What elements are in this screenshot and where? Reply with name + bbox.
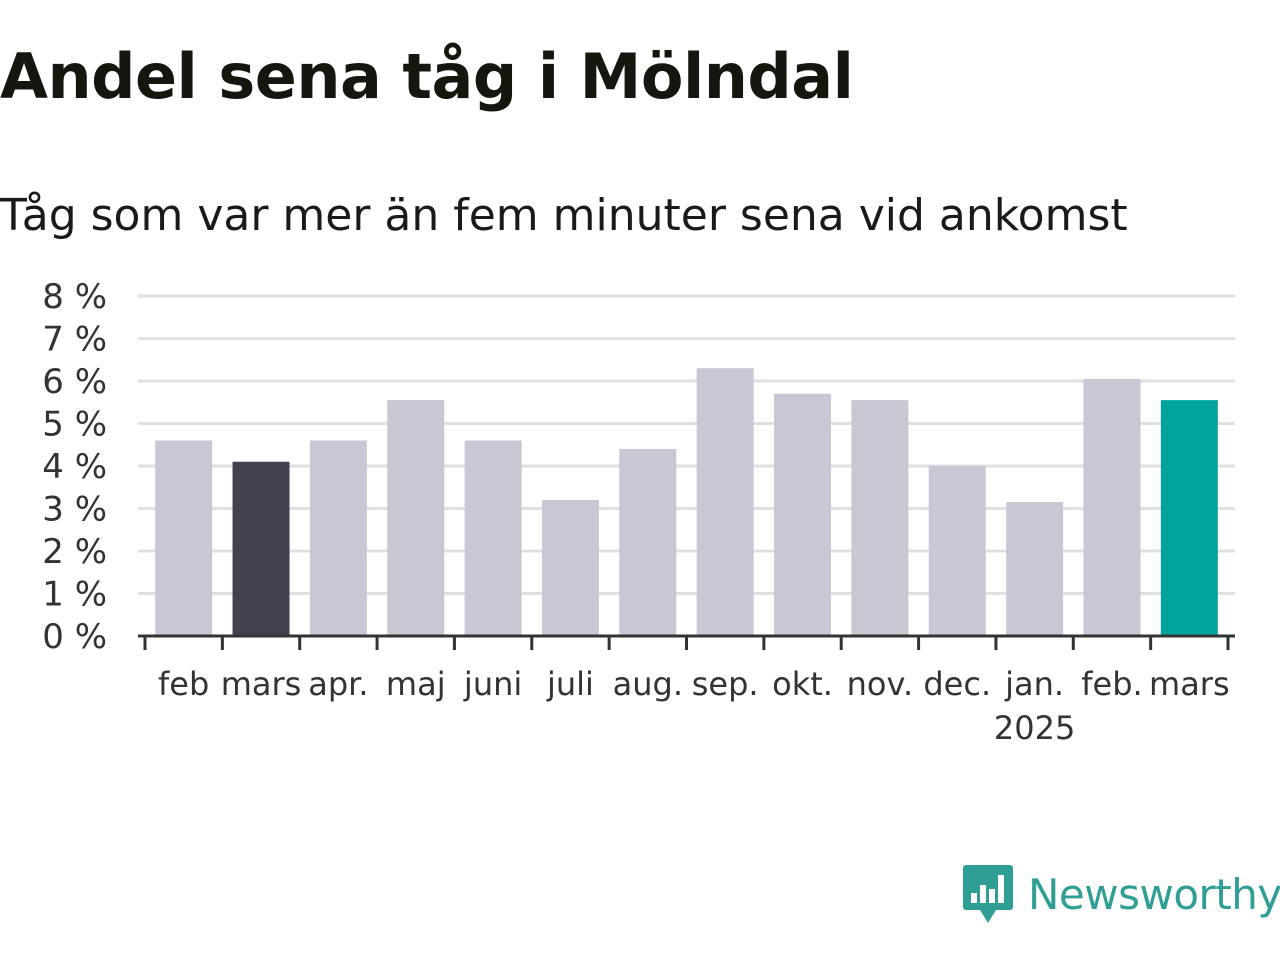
bar-13 — [1160, 400, 1218, 636]
bar-11 — [1006, 502, 1064, 636]
x-tick-label: feb. — [1081, 665, 1142, 703]
x-tick-label: jan. — [1004, 665, 1064, 703]
x-tick-label: okt. — [772, 665, 833, 703]
x-tick-label: juni — [463, 665, 522, 703]
newsworthy-logo-icon — [963, 865, 1013, 923]
bar-0 — [155, 440, 213, 636]
bar-3 — [387, 400, 445, 636]
x-tick-label: sep. — [692, 665, 759, 703]
grid-lines — [138, 294, 1235, 595]
y-tick-label: 7 % — [42, 320, 107, 360]
y-tick-label: 8 % — [42, 277, 107, 317]
x-axis — [138, 634, 1235, 650]
chart-subtitle: Tåg som var mer än fem minuter sena vid … — [0, 190, 1128, 241]
y-tick-label: 4 % — [42, 447, 107, 487]
x-axis-labels: feb mars apr. maj juni juli aug. sep. okt. nov. de… — [158, 665, 1230, 747]
bar-4 — [464, 440, 522, 636]
newsworthy-logo: Newsworthy — [962, 862, 1280, 926]
y-tick-label: 5 % — [42, 405, 107, 445]
y-tick-label: 6 % — [42, 362, 107, 402]
x-tick-label: juli — [546, 665, 594, 703]
bar-chart: 0 %1 %2 %3 %4 %5 %6 %7 %8 % feb mars apr. m… — [42, 277, 1235, 747]
bar-6 — [619, 449, 677, 636]
newsworthy-logo-text: Newsworthy — [1028, 869, 1280, 919]
bar-10 — [928, 466, 986, 636]
y-tick-label: 0 % — [42, 617, 107, 657]
x-tick-label: mars — [221, 665, 302, 703]
y-tick-label: 2 % — [42, 532, 107, 572]
y-tick-label: 1 % — [42, 575, 107, 615]
bar-9 — [851, 400, 909, 636]
x-tick-label: maj — [386, 665, 446, 703]
bar-8 — [774, 393, 832, 636]
x-tick-label: aug. — [613, 665, 683, 703]
bar-12 — [1083, 378, 1141, 636]
x-tick-label: feb — [158, 665, 209, 703]
chart-title: Andel sena tåg i Mölndal — [0, 40, 854, 113]
bar-7 — [696, 368, 754, 636]
y-tick-label: 3 % — [42, 490, 107, 530]
x-tick-label: nov. — [847, 665, 913, 703]
x-tick-label: dec. — [923, 665, 991, 703]
bar-5 — [541, 500, 599, 636]
bar-2 — [309, 440, 367, 636]
x-tick-label: mars — [1149, 665, 1230, 703]
bar-1 — [232, 461, 290, 636]
x-year-label: 2025 — [994, 709, 1075, 747]
bars — [155, 368, 1218, 636]
y-axis-ticks: 0 %1 %2 %3 %4 %5 %6 %7 %8 % — [42, 277, 107, 657]
x-tick-label: apr. — [308, 665, 368, 703]
